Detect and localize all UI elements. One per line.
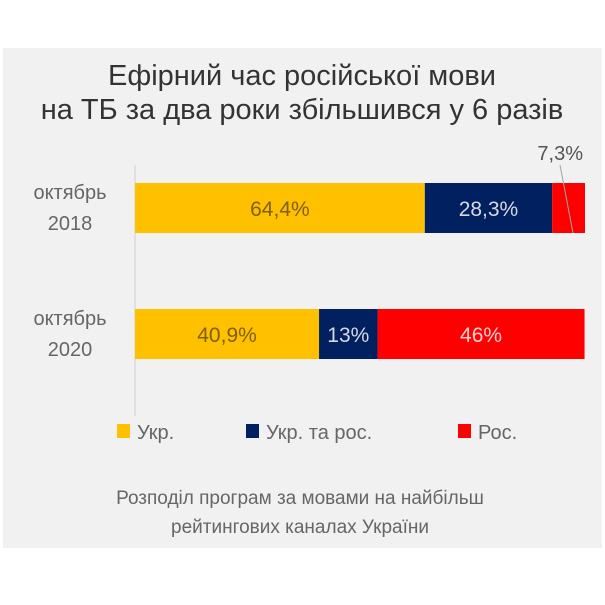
data-label: 28,3%: [459, 198, 519, 221]
data-label-leader-line: [559, 164, 574, 234]
bar-segment: [135, 309, 320, 359]
chart-background: [3, 48, 602, 548]
chart-title-line-1: Ефірний час російської мови: [108, 60, 496, 92]
legend-label: Укр. та рос.: [266, 422, 372, 444]
bar-segment: [135, 183, 425, 233]
chart-caption-line-1: Розподіл програм за мовами на найбільш: [116, 488, 484, 509]
legend-swatch: [246, 424, 259, 438]
data-label: 13%: [327, 324, 369, 347]
legend-label: Рос.: [478, 422, 517, 444]
chart-caption-line-2: рейтингових каналах України: [171, 517, 429, 538]
bar-segment: [377, 309, 585, 359]
bar-segment: [319, 309, 378, 359]
data-label: 7,3%: [537, 143, 583, 165]
legend-swatch: [117, 424, 130, 438]
category-label: октябрь: [33, 308, 106, 330]
data-label: 40,9%: [197, 324, 257, 347]
data-label: 64,4%: [250, 198, 310, 221]
category-label: 2018: [48, 213, 93, 235]
chart-title-line-2: на ТБ за два роки збільшився у 6 разів: [41, 94, 564, 126]
bar-segment: [424, 183, 553, 233]
legend-label: Укр.: [137, 422, 174, 444]
category-label: октябрь: [33, 182, 106, 204]
legend-swatch: [458, 424, 471, 438]
data-label: 46%: [460, 324, 502, 347]
category-label: 2020: [48, 339, 93, 361]
